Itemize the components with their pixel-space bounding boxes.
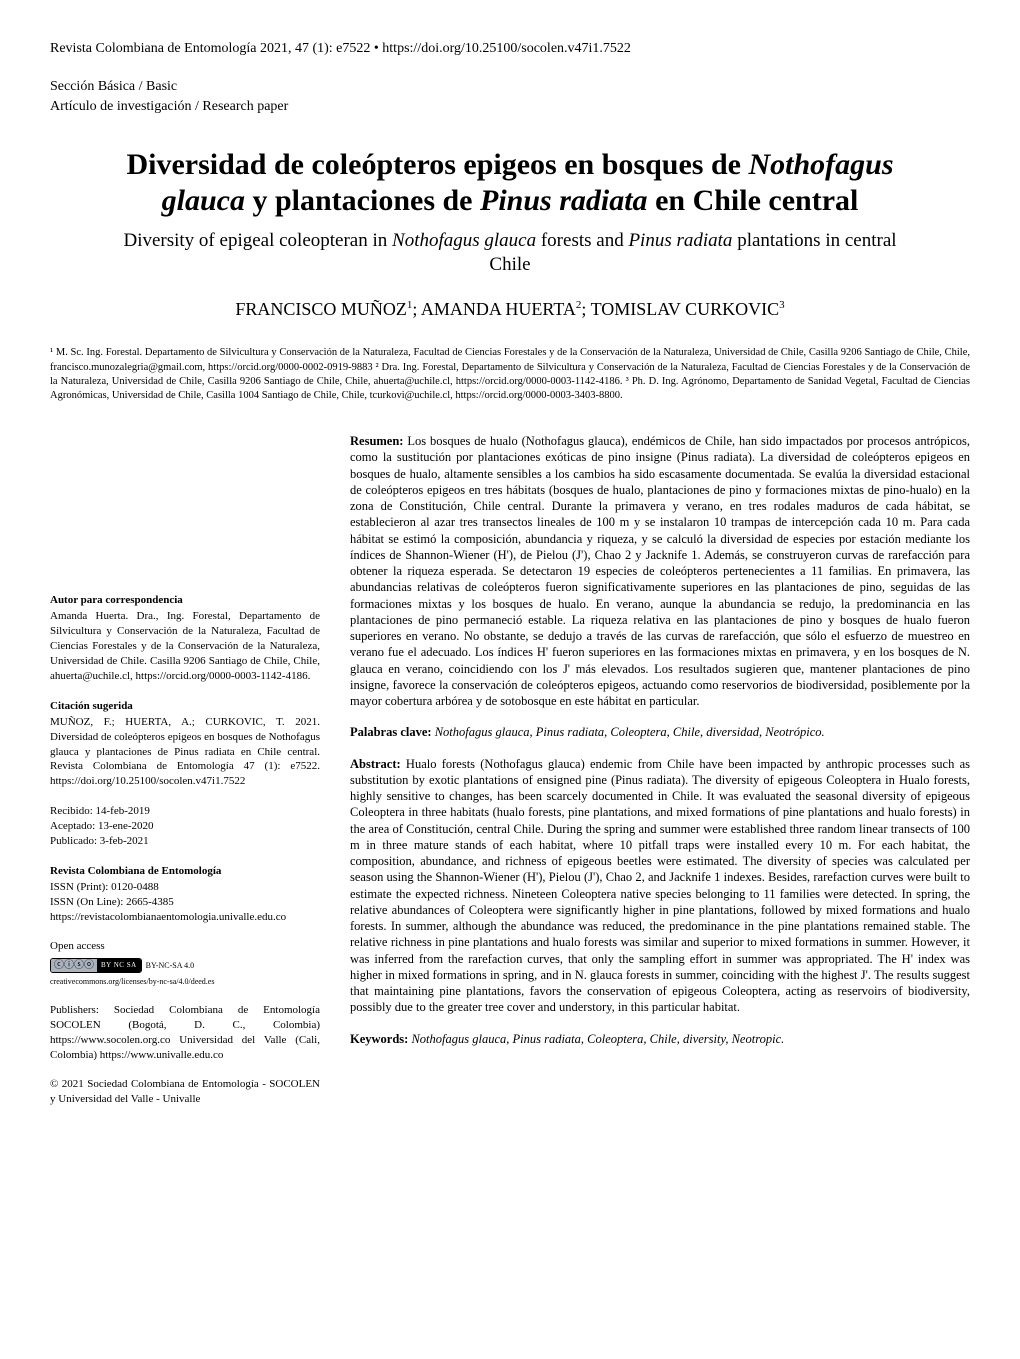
correspondence-heading: Autor para correspondencia xyxy=(50,593,320,607)
authors-line: FRANCISCO MUÑOZ1; AMANDA HUERTA2; TOMISL… xyxy=(50,298,970,321)
publishers-block: Publishers: Sociedad Colombiana de Entom… xyxy=(50,1003,320,1062)
cc-badge-text: BY NC SA xyxy=(97,959,141,972)
resumen-text: Los bosques de hualo (Nothofagus glauca)… xyxy=(350,434,970,708)
author-1: FRANCISCO MUÑOZ xyxy=(235,299,407,319)
section-type: Sección Básica / Basic xyxy=(50,78,970,96)
abstract-label: Abstract: xyxy=(350,757,406,771)
cc-badge-row: ⓒⓘⓢⓞ BY NC SA BY-NC-SA 4.0 xyxy=(50,958,320,973)
cc-icons: ⓒⓘⓢⓞ xyxy=(51,959,97,972)
journal-info-block: Revista Colombiana de Entomología ISSN (… xyxy=(50,864,320,925)
journal-url: https://revistacolombianaentomologia.uni… xyxy=(50,910,320,925)
abstract-block: Abstract: Hualo forests (Nothofagus glau… xyxy=(350,756,970,1016)
copyright-block: © 2021 Sociedad Colombiana de Entomologí… xyxy=(50,1077,320,1107)
abstract-text: Hualo forests (Nothofagus glauca) endemi… xyxy=(350,757,970,1015)
title-text-1: Diversidad de coleópteros epigeos en bos… xyxy=(126,148,748,181)
cc-link: creativecommons.org/licenses/by-nc-sa/4.… xyxy=(50,977,320,988)
resumen-label: Resumen: xyxy=(350,434,407,448)
correspondence-block: Autor para correspondencia Amanda Huerta… xyxy=(50,593,320,684)
cc-version-label: BY-NC-SA 4.0 xyxy=(146,961,194,971)
publishers-text: Publishers: Sociedad Colombiana de Entom… xyxy=(50,1003,320,1062)
author-3-sup: 3 xyxy=(779,299,785,311)
open-access-label: Open access xyxy=(50,939,320,954)
dates-block: Recibido: 14-feb-2019 Aceptado: 13-ene-2… xyxy=(50,804,320,849)
subtitle-pre: Diversity of epigeal coleopteran in xyxy=(123,230,392,251)
subtitle-mid: forests and xyxy=(536,230,628,251)
keywords-text: Nothofagus glauca, Pinus radiata, Coleop… xyxy=(411,1032,784,1046)
author-3: TOMISLAV CURKOVIC xyxy=(591,299,780,319)
cc-badge-icon: ⓒⓘⓢⓞ BY NC SA xyxy=(50,958,142,973)
date-accepted: Aceptado: 13-ene-2020 xyxy=(50,819,320,834)
citation-heading: Citación sugerida xyxy=(50,699,320,713)
issn-online: ISSN (On Line): 2665-4385 xyxy=(50,895,320,910)
article-title: Diversidad de coleópteros epigeos en bos… xyxy=(110,147,910,219)
subtitle-species-1: Nothofagus glauca xyxy=(392,230,536,251)
author-2-sup: 2 xyxy=(576,299,582,311)
copyright-text: © 2021 Sociedad Colombiana de Entomologí… xyxy=(50,1077,320,1107)
open-access-block: Open access ⓒⓘⓢⓞ BY NC SA BY-NC-SA 4.0 c… xyxy=(50,939,320,988)
date-published: Publicado: 3-feb-2021 xyxy=(50,834,320,849)
article-subtitle: Diversity of epigeal coleopteran in Noth… xyxy=(110,229,910,278)
journal-header: Revista Colombiana de Entomología 2021, … xyxy=(50,40,970,58)
title-species-2: Pinus radiata xyxy=(480,184,648,217)
title-text-3: en Chile central xyxy=(648,184,859,217)
citation-block: Citación sugerida MUÑOZ, F.; HUERTA, A.;… xyxy=(50,699,320,790)
palabras-clave-block: Palabras clave: Nothofagus glauca, Pinus… xyxy=(350,724,970,740)
title-text-2: y plantaciones de xyxy=(245,184,480,217)
resumen-block: Resumen: Los bosques de hualo (Nothofagu… xyxy=(350,433,970,709)
issn-print: ISSN (Print): 0120-0488 xyxy=(50,880,320,895)
affiliations: ¹ M. Sc. Ing. Forestal. Departamento de … xyxy=(50,346,970,403)
palabras-text: Nothofagus glauca, Pinus radiata, Coleop… xyxy=(435,725,825,739)
correspondence-text: Amanda Huerta. Dra., Ing. Forestal, Depa… xyxy=(50,609,320,683)
left-column: Autor para correspondencia Amanda Huerta… xyxy=(50,433,320,1122)
author-1-sup: 1 xyxy=(407,299,413,311)
keywords-label: Keywords: xyxy=(350,1032,411,1046)
right-column: Resumen: Los bosques de hualo (Nothofagu… xyxy=(350,433,970,1122)
keywords-block: Keywords: Nothofagus glauca, Pinus radia… xyxy=(350,1031,970,1047)
subtitle-species-2: Pinus radiata xyxy=(628,230,732,251)
citation-text: MUÑOZ, F.; HUERTA, A.; CURKOVIC, T. 2021… xyxy=(50,715,320,789)
main-content: Autor para correspondencia Amanda Huerta… xyxy=(50,433,970,1122)
palabras-label: Palabras clave: xyxy=(350,725,435,739)
author-2: AMANDA HUERTA xyxy=(421,299,576,319)
date-received: Recibido: 14-feb-2019 xyxy=(50,804,320,819)
article-type: Artículo de investigación / Research pap… xyxy=(50,98,970,116)
journal-info-heading: Revista Colombiana de Entomología xyxy=(50,864,320,878)
